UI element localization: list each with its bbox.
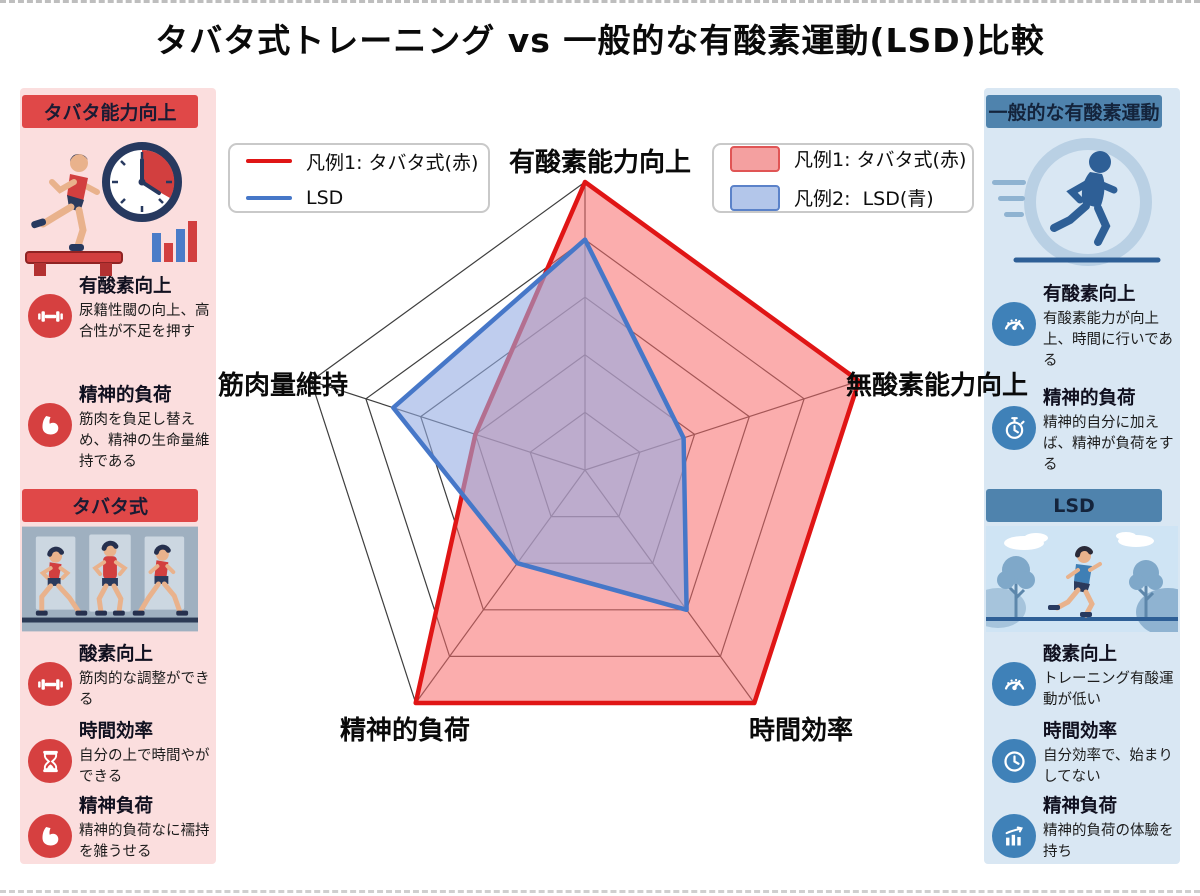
panel-item: 時間効率 自分効率で、始まりしてない (992, 721, 1176, 788)
legend-item-lsd: 凡例2: LSD(青) (730, 184, 956, 211)
panel-item: 精神的負荷 筋肉を負足し替えめ、精神の生命量維持である (28, 385, 212, 473)
panel-item-title: 時間効率 (1043, 721, 1118, 742)
legend-item-lsd: LSD (246, 187, 472, 209)
legend-line-style: 凡例1: タバタ式(赤) LSD (228, 143, 490, 213)
axis-label-muscle-maintenance: 筋肉量維持 (217, 371, 348, 401)
panel-item-desc: 精神的負荷なに襦持を雑うせる (79, 823, 210, 861)
chart-up-icon (992, 814, 1036, 858)
legend-label: 凡例2: LSD(青) (794, 188, 934, 210)
bottom-dashed-border (0, 890, 1200, 893)
panel-item-title: 酸素向上 (79, 644, 154, 665)
panel-item: 精神負荷 精神的負荷なに襦持を雑うせる (28, 796, 212, 863)
panel-item-desc: 筋肉を負足し替えめ、精神の生命量維持である (79, 412, 210, 471)
dumbbell-icon (28, 294, 72, 338)
lsd-fill-swatch (730, 184, 780, 211)
panel-item-desc: 精神的負荷の体驗を持ち (1043, 823, 1174, 861)
tabata-panel: タバタ能力向上 (20, 88, 216, 864)
panel-item-title: 精神負荷 (79, 796, 154, 817)
bicep-icon (28, 403, 72, 447)
gauge-icon (992, 302, 1036, 346)
lsd-panel: 一般的な有酸素運動 (984, 88, 1180, 864)
panel-item-title: 精神的負荷 (79, 385, 172, 406)
lsd-header: LSD (986, 489, 1162, 522)
tabata-ability-header: タバタ能力向上 (22, 95, 198, 128)
legend-label: 凡例1: タバタ式(赤) (306, 151, 479, 174)
axis-label-anaerobic: 無酸素能力向上 (846, 371, 1029, 401)
axis-label-time-efficiency: 時間効率 (748, 716, 853, 746)
radar-chart (310, 179, 862, 706)
panel-item: 精神的負荷 精神的自分に加えば、精神が負荷をする (992, 388, 1176, 476)
clock-icon (992, 739, 1036, 783)
legend-label: LSD (306, 186, 344, 209)
panel-item-desc: 筋肉的な調整ができる (79, 671, 210, 709)
panel-item-desc: 尿籍性閾の向上、高合性が不足を押す (79, 303, 210, 341)
lsd-line-swatch (246, 195, 292, 200)
panel-item: 酸素向上 筋肉的な調整ができる (28, 644, 212, 711)
aerobic-header: 一般的な有酸素運動 (986, 95, 1162, 128)
top-dashed-border (0, 0, 1200, 3)
bicep-icon (28, 814, 72, 858)
park-illustration (986, 526, 1178, 632)
panel-item-desc: 自分の上で時間やができる (79, 748, 210, 786)
tabata-illustration (25, 142, 197, 276)
panel-item-desc: 有酸素能力が向上上、時間に行いである (1043, 311, 1173, 370)
legend-fill-style: 凡例1: タバタ式(赤) 凡例2: LSD(青) (712, 143, 974, 213)
panel-item-title: 有酸素向上 (1043, 284, 1136, 305)
tabata-style-header: タバタ式 (22, 489, 198, 522)
panel-item: 酸素向上 トレーニング有酸運動が低い (992, 644, 1176, 711)
page-title: タバタ式トレーニング vs 一般的な有酸素運動(LSD)比較 (155, 21, 1045, 60)
gym-illustration (22, 526, 198, 632)
panel-item: 有酸素向上 有酸素能力が向上上、時間に行いである (992, 284, 1176, 372)
panel-item-title: 酸素向上 (1043, 644, 1118, 665)
legend-label: 凡例1: タバタ式(赤) (794, 149, 967, 171)
panel-item-desc: 自分効率で、始まりしてない (1043, 748, 1173, 786)
legend-item-tabata: 凡例1: タバタ式(赤) (730, 145, 966, 172)
panel-item: 時間効率 自分の上で時間やができる (28, 721, 212, 788)
panel-item-title: 時間効率 (79, 721, 154, 742)
panel-item: 精神負荷 精神的負荷の体驗を持ち (992, 796, 1176, 863)
panel-item: 有酸素向上 尿籍性閾の向上、高合性が不足を押す (28, 276, 212, 343)
panel-item-desc: 精神的自分に加えば、精神が負荷をする (1043, 415, 1174, 474)
runner-circle-illustration (992, 138, 1161, 266)
panel-item-desc: トレーニング有酸運動が低い (1043, 671, 1174, 709)
gauge-icon (992, 662, 1036, 706)
axis-label-aerobic: 有酸素能力向上 (508, 148, 691, 178)
dumbbell-icon (28, 662, 72, 706)
panel-item-title: 精神的負荷 (1043, 388, 1136, 409)
tabata-line-swatch (246, 159, 292, 163)
tabata-fill-swatch (730, 145, 780, 172)
panel-item-title: 有酸素向上 (79, 276, 172, 297)
panel-item-title: 精神負荷 (1043, 796, 1118, 817)
axis-label-mental-load: 精神的負荷 (339, 716, 470, 746)
hourglass-icon (28, 739, 72, 783)
stopwatch-icon (992, 406, 1036, 450)
legend-item-tabata: 凡例1: タバタ式(赤) (246, 148, 478, 175)
